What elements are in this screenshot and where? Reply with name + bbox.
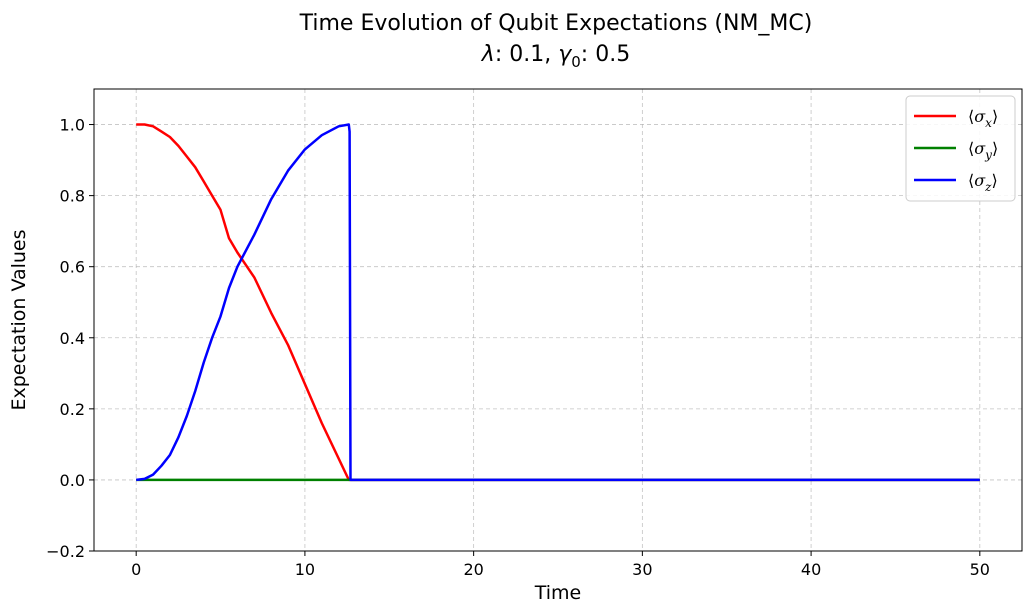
legend-subscript: y: [984, 148, 992, 162]
plot-frame: [93, 88, 1023, 552]
legend-subscript: x: [985, 116, 992, 130]
x-tick-label: 30: [632, 560, 652, 579]
y-tick-label: 0.6: [60, 258, 85, 277]
series-line-sigma-x: [136, 123, 980, 482]
gamma-symbol: γ: [558, 42, 572, 67]
grid: [94, 89, 1022, 552]
chart-title: Time Evolution of Qubit Expectations (NM…: [299, 11, 813, 36]
y-tick-label: 1.0: [60, 116, 85, 135]
y-tick-label: −0.2: [46, 542, 85, 561]
y-tick-label: 0.8: [60, 187, 85, 206]
legend-label-sigma-z: ⟨σz⟩: [968, 171, 998, 194]
y-tick-label: 0.2: [60, 400, 85, 419]
y-axis-label: Expectation Values: [8, 229, 30, 410]
legend-sigma: σ: [974, 139, 986, 158]
legend-sigma: σ: [974, 171, 986, 190]
lambda-symbol: λ: [481, 42, 495, 67]
ticks: 0 10 20 30 40 50 −0.2 0.0 0.2 0.4 0.6 0.8 1.0: [46, 116, 990, 579]
x-tick-label: 40: [801, 560, 821, 579]
x-tick-label: 50: [970, 560, 990, 579]
series-layer: [136, 123, 980, 482]
legend-box: [905, 95, 1016, 202]
gamma-subscript: 0: [571, 53, 581, 71]
lambda-value: : 0.1,: [495, 42, 558, 67]
x-tick-label: 0: [131, 560, 141, 579]
x-tick-label: 10: [295, 560, 315, 579]
x-axis-label: Time: [534, 582, 582, 604]
chart-subtitle: λ: 0.1, γ0: 0.5: [481, 42, 630, 71]
y-tick-label: 0.0: [60, 471, 85, 490]
series-line-sigma-z: [136, 123, 980, 482]
legend-label-sigma-x: ⟨σx⟩: [968, 107, 998, 130]
y-tick-label: 0.4: [60, 329, 85, 348]
legend-label-sigma-y: ⟨σy⟩: [968, 139, 998, 162]
legend-sigma: σ: [974, 107, 986, 126]
gamma-value: : 0.5: [581, 42, 630, 67]
legend: ⟨σx⟩ ⟨σy⟩ ⟨σz⟩: [905, 95, 1016, 202]
x-tick-label: 20: [463, 560, 483, 579]
legend-subscript: z: [984, 180, 992, 194]
